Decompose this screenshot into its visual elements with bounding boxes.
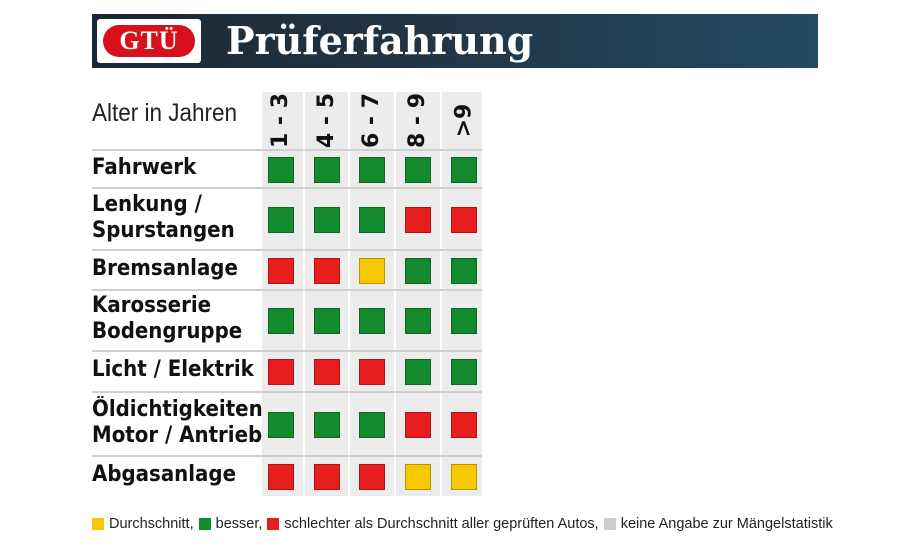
rating-cell-red	[268, 258, 294, 284]
rating-cell-red	[359, 359, 385, 385]
row-label: Karosserie	[92, 293, 212, 318]
legend: Durchschnitt, besser, schlechter als Dur…	[92, 514, 838, 534]
rating-cell-green	[359, 308, 385, 334]
gtu-logo: GTÜ	[97, 19, 201, 63]
row-divider	[92, 187, 482, 189]
row-label: Spurstangen	[92, 218, 235, 243]
rating-cell-yellow	[359, 258, 385, 284]
row-divider	[92, 149, 482, 151]
rating-cell-green	[314, 412, 340, 438]
column-header: 4 - 5	[304, 92, 350, 148]
row-label: Fahrwerk	[92, 154, 197, 180]
rating-cell-green	[268, 412, 294, 438]
column-divider	[394, 92, 396, 496]
row-label: Motor / Antrieb	[92, 423, 263, 448]
rating-cell-red	[451, 207, 477, 233]
column-divider	[303, 92, 305, 496]
gtu-logo-text: GTÜ	[119, 26, 179, 55]
column-divider	[440, 92, 442, 496]
legend-green-swatch	[198, 518, 211, 530]
rating-cell-green	[314, 207, 340, 233]
row-label: Öldichtigkeiten	[92, 397, 263, 422]
gtu-logo-badge: GTÜ	[103, 25, 195, 57]
row-divider	[92, 350, 482, 352]
row-divider	[92, 289, 482, 291]
rating-cell-green	[314, 156, 340, 183]
rating-cell-green	[314, 308, 340, 334]
row-divider	[92, 249, 482, 251]
rating-cell-green	[451, 359, 477, 385]
rating-cell-green	[268, 156, 294, 183]
legend-yellow-swatch	[92, 518, 104, 530]
page-title: Prüferfahrung	[226, 18, 534, 63]
header-banner: GTÜ Prüferfahrung	[92, 14, 818, 68]
rating-cell-red	[268, 359, 294, 385]
legend-gray-label: keine Angabe zur Mängelstatistik	[620, 516, 833, 532]
rating-cell-green	[451, 258, 477, 284]
rating-cell-green	[405, 359, 431, 385]
rating-cell-red	[451, 412, 477, 438]
column-header-label: 8 - 9	[405, 92, 431, 148]
row-label: Bodengruppe	[92, 319, 243, 344]
column-header-label: >9	[451, 103, 477, 137]
row-label: Licht / Elektrik	[92, 357, 254, 382]
rating-cell-red	[359, 464, 385, 490]
rating-cell-green	[268, 308, 294, 334]
column-header: 6 - 7	[349, 92, 395, 148]
row-label: Abgasanlage	[92, 462, 237, 487]
rating-cell-red	[314, 258, 340, 284]
rating-cell-red	[405, 412, 431, 438]
column-header-label: 1 - 3	[268, 92, 294, 148]
age-label: Alter in Jahren	[92, 99, 238, 127]
row-divider	[92, 455, 482, 457]
rating-cell-green	[359, 207, 385, 233]
rating-cell-green	[405, 156, 431, 183]
legend-yellow-label: Durchschnitt,	[109, 516, 194, 532]
column-header-label: 4 - 5	[314, 92, 340, 148]
legend-red-swatch	[267, 518, 280, 530]
legend-green-label: besser,	[215, 516, 263, 532]
column-header-label: 6 - 7	[359, 92, 385, 148]
rating-cell-green	[359, 156, 385, 183]
column-header: 8 - 9	[395, 92, 441, 148]
row-label: Bremsanlage	[92, 256, 238, 281]
legend-red-label: schlechter als Durchschnitt aller geprüf…	[284, 516, 599, 532]
rating-cell-yellow	[451, 464, 477, 490]
row-divider	[92, 391, 482, 393]
rating-cell-yellow	[405, 464, 431, 490]
rating-cell-green	[268, 207, 294, 233]
rating-cell-red	[405, 207, 431, 233]
rating-cell-green	[405, 308, 431, 334]
rating-cell-green	[451, 308, 477, 334]
legend-gray-swatch	[603, 518, 616, 530]
rating-cell-red	[268, 464, 294, 490]
rating-cell-green	[359, 412, 385, 438]
rating-cell-green	[405, 258, 431, 284]
rating-cell-red	[314, 464, 340, 490]
rating-cell-green	[451, 156, 477, 183]
rating-cell-red	[314, 359, 340, 385]
column-divider	[348, 92, 350, 496]
column-header: 1 - 3	[258, 92, 304, 148]
column-header: >9	[441, 92, 487, 148]
row-label: Lenkung /	[92, 192, 202, 217]
